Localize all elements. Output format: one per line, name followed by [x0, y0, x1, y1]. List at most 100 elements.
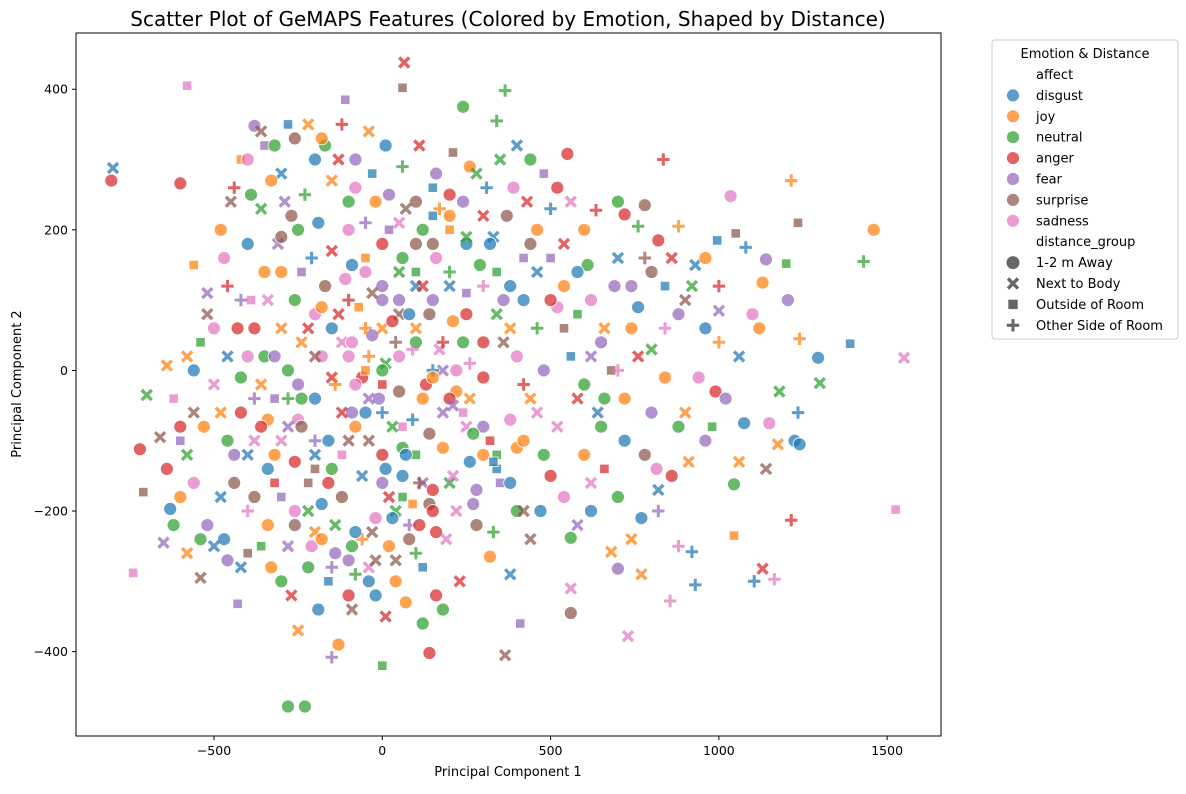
data-point [631, 300, 645, 315]
data-point [359, 216, 372, 230]
data-point [517, 504, 530, 518]
data-point [472, 258, 487, 272]
data-point [379, 610, 392, 623]
data-point [195, 337, 206, 348]
data-point [510, 349, 524, 364]
data-point [577, 222, 592, 237]
data-point [496, 293, 511, 308]
data-point [281, 363, 295, 378]
data-point [712, 279, 726, 293]
data-point [759, 252, 773, 267]
data-point [530, 322, 544, 335]
data-point [443, 476, 456, 490]
legend-items: affect disgust joy neutral anger fear surprise… [1006, 68, 1163, 334]
data-point [536, 363, 551, 378]
data-point [247, 321, 262, 336]
legend-section-title: affect [1036, 68, 1073, 83]
data-point [345, 603, 359, 616]
data-point [483, 236, 497, 251]
data-point [446, 399, 460, 412]
legend-marker-surprise [1006, 192, 1020, 207]
data-point [435, 602, 450, 617]
data-point [857, 255, 870, 268]
data-point [446, 314, 460, 329]
data-point [240, 236, 255, 251]
data-point [375, 293, 390, 308]
data-point [672, 540, 685, 553]
data-point [342, 434, 355, 447]
x-tick-label: 0 [378, 743, 386, 758]
data-point [402, 532, 417, 547]
data-point [241, 448, 254, 462]
data-point [385, 511, 400, 525]
legend-label: joy [1035, 110, 1056, 125]
data-point [524, 532, 537, 546]
data-point [276, 491, 287, 503]
data-point [793, 332, 806, 345]
data-point [413, 476, 426, 490]
data-point [325, 561, 338, 574]
legend-frame [991, 39, 1179, 340]
data-point [652, 483, 665, 497]
legend-marker-square [1008, 299, 1018, 310]
data-point [240, 349, 255, 364]
data-point [180, 350, 194, 363]
data-point [217, 532, 232, 547]
data-point [530, 265, 544, 279]
data-point [429, 525, 444, 539]
data-point [138, 487, 149, 498]
data-point [439, 532, 453, 546]
data-point [664, 468, 679, 483]
data-point [282, 119, 294, 130]
y-tick-label: −400 [34, 644, 68, 659]
data-point [658, 322, 672, 335]
data-point [456, 194, 471, 209]
data-point [227, 475, 242, 490]
data-point [523, 236, 538, 251]
data-point [759, 462, 773, 476]
data-point [811, 350, 825, 365]
data-point [476, 447, 491, 462]
data-point [551, 420, 564, 433]
data-point [267, 138, 282, 153]
data-point [207, 378, 221, 391]
data-point [353, 302, 364, 313]
data-point [637, 198, 652, 213]
data-point [591, 406, 604, 419]
data-point [227, 447, 242, 462]
data-point [436, 336, 450, 349]
data-point [429, 588, 444, 603]
data-point [309, 463, 321, 474]
data-point [584, 504, 598, 518]
data-point [264, 560, 279, 575]
data-point [739, 241, 752, 254]
data-point [335, 406, 349, 419]
data-point [308, 448, 322, 462]
data-point [580, 258, 595, 272]
data-point [446, 469, 460, 483]
data-point [483, 549, 497, 564]
data-point [712, 304, 726, 317]
data-point [341, 222, 356, 237]
data-point [248, 434, 261, 447]
legend-marker-fear [1006, 172, 1020, 186]
data-point [415, 391, 430, 406]
data-point [493, 153, 507, 166]
data-point [682, 455, 695, 469]
data-point [275, 434, 288, 447]
legend-marker-plus [1006, 319, 1020, 332]
data-point [375, 363, 390, 378]
data-point [341, 349, 356, 364]
data-point [584, 350, 598, 363]
data-point [621, 629, 635, 643]
data-point [564, 195, 578, 208]
data-point [375, 447, 390, 462]
legend-section-title: distance_group [1036, 235, 1135, 250]
data-point [644, 405, 659, 420]
legend-label: Other Side of Room [1036, 319, 1163, 334]
data-point [611, 194, 625, 209]
data-point [563, 530, 578, 545]
data-point [166, 518, 181, 532]
data-point [436, 406, 450, 419]
data-point [408, 236, 423, 251]
